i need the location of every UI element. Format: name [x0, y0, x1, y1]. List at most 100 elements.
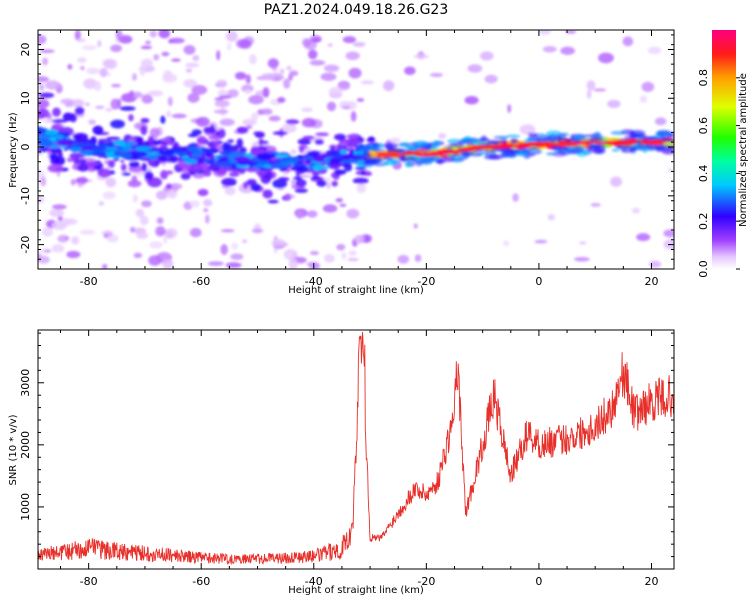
spectrogram-noise-cell: [149, 127, 161, 138]
spectrogram-cell: [38, 147, 49, 153]
spectrogram-noise-cell: [63, 218, 78, 225]
spectrogram-noise-cell: [230, 253, 244, 261]
spectrogram-noise-cell: [225, 262, 242, 268]
spectrogram-cell: [50, 148, 63, 154]
spectrogram-blobs: [38, 30, 674, 269]
spectrogram-cell: [236, 126, 249, 134]
spectrogram-noise-cell: [202, 199, 213, 207]
spectrogram-noise-cell: [276, 96, 286, 103]
snr-xtick-label: -60: [192, 575, 210, 588]
spectrogram-cell: [74, 106, 85, 115]
spectrogram-noise-cell: [183, 79, 198, 88]
spectrogram-noise-cell: [345, 51, 360, 61]
spectrogram-noise-cell: [147, 90, 164, 97]
spectrogram-noise-cell: [105, 177, 117, 188]
spectrogram-peak-cell: [516, 143, 530, 147]
spectrogram-noise-cell: [44, 80, 61, 90]
snr-xtick-label: 0: [535, 575, 542, 588]
spectrogram-noise-cell: [291, 179, 296, 187]
spectrogram-cell: [191, 129, 202, 136]
spectrogram-cell: [147, 177, 163, 188]
spectrogram-noise-cell: [64, 101, 74, 108]
spectrogram-noise-cell: [131, 73, 137, 81]
spectrogram-noise-cell: [185, 62, 200, 68]
spectrogram-halo-cell: [559, 132, 570, 137]
colorbar-ticks: 0.0 0.2 0.4 0.6 0.8: [697, 69, 740, 278]
spectrogram-halo-cell: [629, 147, 638, 151]
spectrogram-noise-cell: [77, 57, 87, 64]
spectrogram-halo-cell: [363, 158, 378, 166]
spectrogram-halo-cell: [399, 156, 408, 163]
spectrogram-halo-cell: [432, 140, 441, 146]
spectrogram-noise-cell: [38, 98, 50, 109]
spectrogram-halo-cell: [383, 142, 399, 149]
spectrogram-noise-cell: [86, 67, 101, 75]
spectrogram-noise-cell: [464, 95, 479, 105]
spectrogram-xtick-label: 0: [535, 275, 542, 288]
spectrogram-ridge-cell: [318, 153, 337, 158]
spectrogram-noise-cell: [242, 118, 257, 126]
spectrogram-noise-cell: [301, 107, 313, 113]
spectrogram-noise-cell: [245, 74, 251, 84]
spectrogram-noise-cell: [519, 124, 536, 135]
spectrogram-cell: [75, 177, 89, 184]
spectrogram-noise-cell: [590, 202, 601, 207]
spectrogram-cell: [314, 138, 324, 145]
spectrogram-cell: [141, 162, 148, 172]
spectrogram-cell: [52, 107, 61, 117]
snr-xtick-label: 20: [644, 575, 658, 588]
spectrogram-halo-cell: [354, 161, 364, 167]
spectrogram-ridge-cell: [76, 142, 94, 147]
spectrogram-noise-cell: [148, 255, 162, 266]
spectrogram-noise-cell: [607, 99, 621, 109]
spectrogram-noise-cell: [110, 98, 120, 110]
spectrogram-cell: [38, 108, 50, 119]
spectrogram-ridge-cell: [305, 158, 312, 164]
spectrogram-ridge-cell: [325, 150, 341, 155]
spectrogram-noise-cell: [162, 259, 174, 269]
spectrogram-noise-cell: [251, 228, 264, 233]
colorbar-tick-label: 0.2: [697, 212, 710, 230]
spectrogram-noise-cell: [312, 38, 321, 43]
spectrogram-noise-cell: [158, 30, 171, 39]
spectrogram-heatmap: [38, 30, 674, 269]
spectrogram-noise-cell: [261, 73, 276, 81]
snr-ylabel: SNR (10 * v/v): [8, 414, 19, 485]
spectrogram-noise-cell: [249, 54, 257, 65]
spectrogram-cell: [299, 146, 305, 153]
spectrogram-cell: [77, 164, 89, 172]
spectrogram-ridge-cell: [334, 153, 343, 159]
spectrogram-noise-cell: [102, 263, 108, 269]
spectrogram-noise-cell: [383, 80, 395, 92]
spectrogram-noise-cell: [663, 229, 674, 238]
spectrogram-halo-cell: [361, 152, 372, 159]
spectrogram-noise-cell: [348, 67, 362, 79]
spectrogram-noise-cell: [93, 81, 102, 92]
spectrogram-noise-cell: [219, 118, 235, 127]
spectrogram-noise-cell: [290, 149, 297, 155]
spectrogram-cell: [352, 177, 369, 184]
spectrogram-halo-cell: [526, 147, 543, 155]
spectrogram-cell: [51, 119, 68, 124]
spectrogram-noise-cell: [397, 254, 410, 264]
spectrogram-noise-cell: [207, 261, 224, 266]
spectrogram-cell: [311, 176, 321, 180]
spectrogram-halo-cell: [412, 140, 429, 147]
spectrogram-cell: [203, 170, 212, 177]
spectrogram-noise-cell: [636, 233, 651, 242]
spectrogram-noise-cell: [181, 169, 189, 173]
spectrogram-xtick-label: -80: [80, 275, 98, 288]
spectrogram-noise-cell: [135, 208, 145, 218]
spectrogram-ridge-cell: [262, 164, 272, 169]
spectrogram-cell: [128, 161, 140, 168]
spectrogram-cell: [231, 144, 239, 152]
spectrogram-noise-cell: [390, 137, 401, 144]
spectrogram-noise-cell: [622, 36, 634, 47]
spectrogram-halo-cell: [372, 143, 379, 147]
spectrogram-noise-cell: [323, 64, 340, 72]
spectrogram-xtick-label: -60: [192, 275, 210, 288]
spectrogram-ridge-cell: [90, 152, 106, 156]
spectrogram-cell: [208, 135, 223, 141]
spectrogram-halo-cell: [514, 151, 531, 157]
spectrogram-cell: [197, 188, 209, 197]
